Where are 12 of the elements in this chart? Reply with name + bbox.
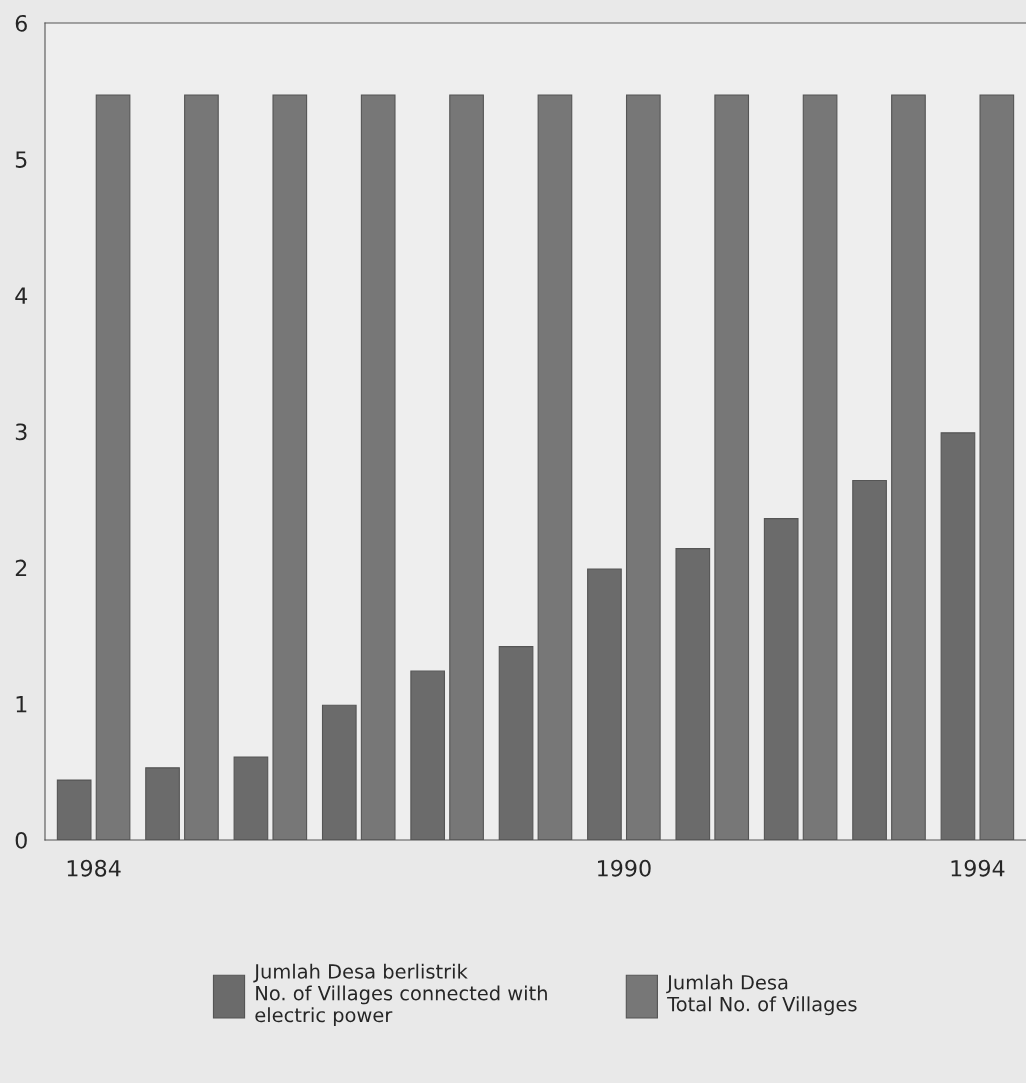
legend-label: Jumlah Desa Total No. of Villages bbox=[666, 974, 857, 1016]
y-tick-label: 1 bbox=[16, 696, 27, 713]
y-tick-label: 6 bbox=[15, 14, 27, 32]
x-tick-label: 1994 bbox=[951, 859, 1005, 877]
y-tick-label: 5 bbox=[15, 151, 27, 168]
legend-label: Jumlah Desa berlistrik No. of Villages connected with electric power bbox=[253, 963, 547, 1027]
x-tick-label: 1990 bbox=[598, 859, 651, 877]
y-tick-label: 3 bbox=[15, 423, 27, 441]
y-tick-label: 4 bbox=[15, 287, 28, 304]
y-tick-label: 0 bbox=[15, 831, 27, 849]
y-tick-label: 2 bbox=[15, 559, 27, 577]
x-tick-label: 1984 bbox=[67, 859, 121, 877]
